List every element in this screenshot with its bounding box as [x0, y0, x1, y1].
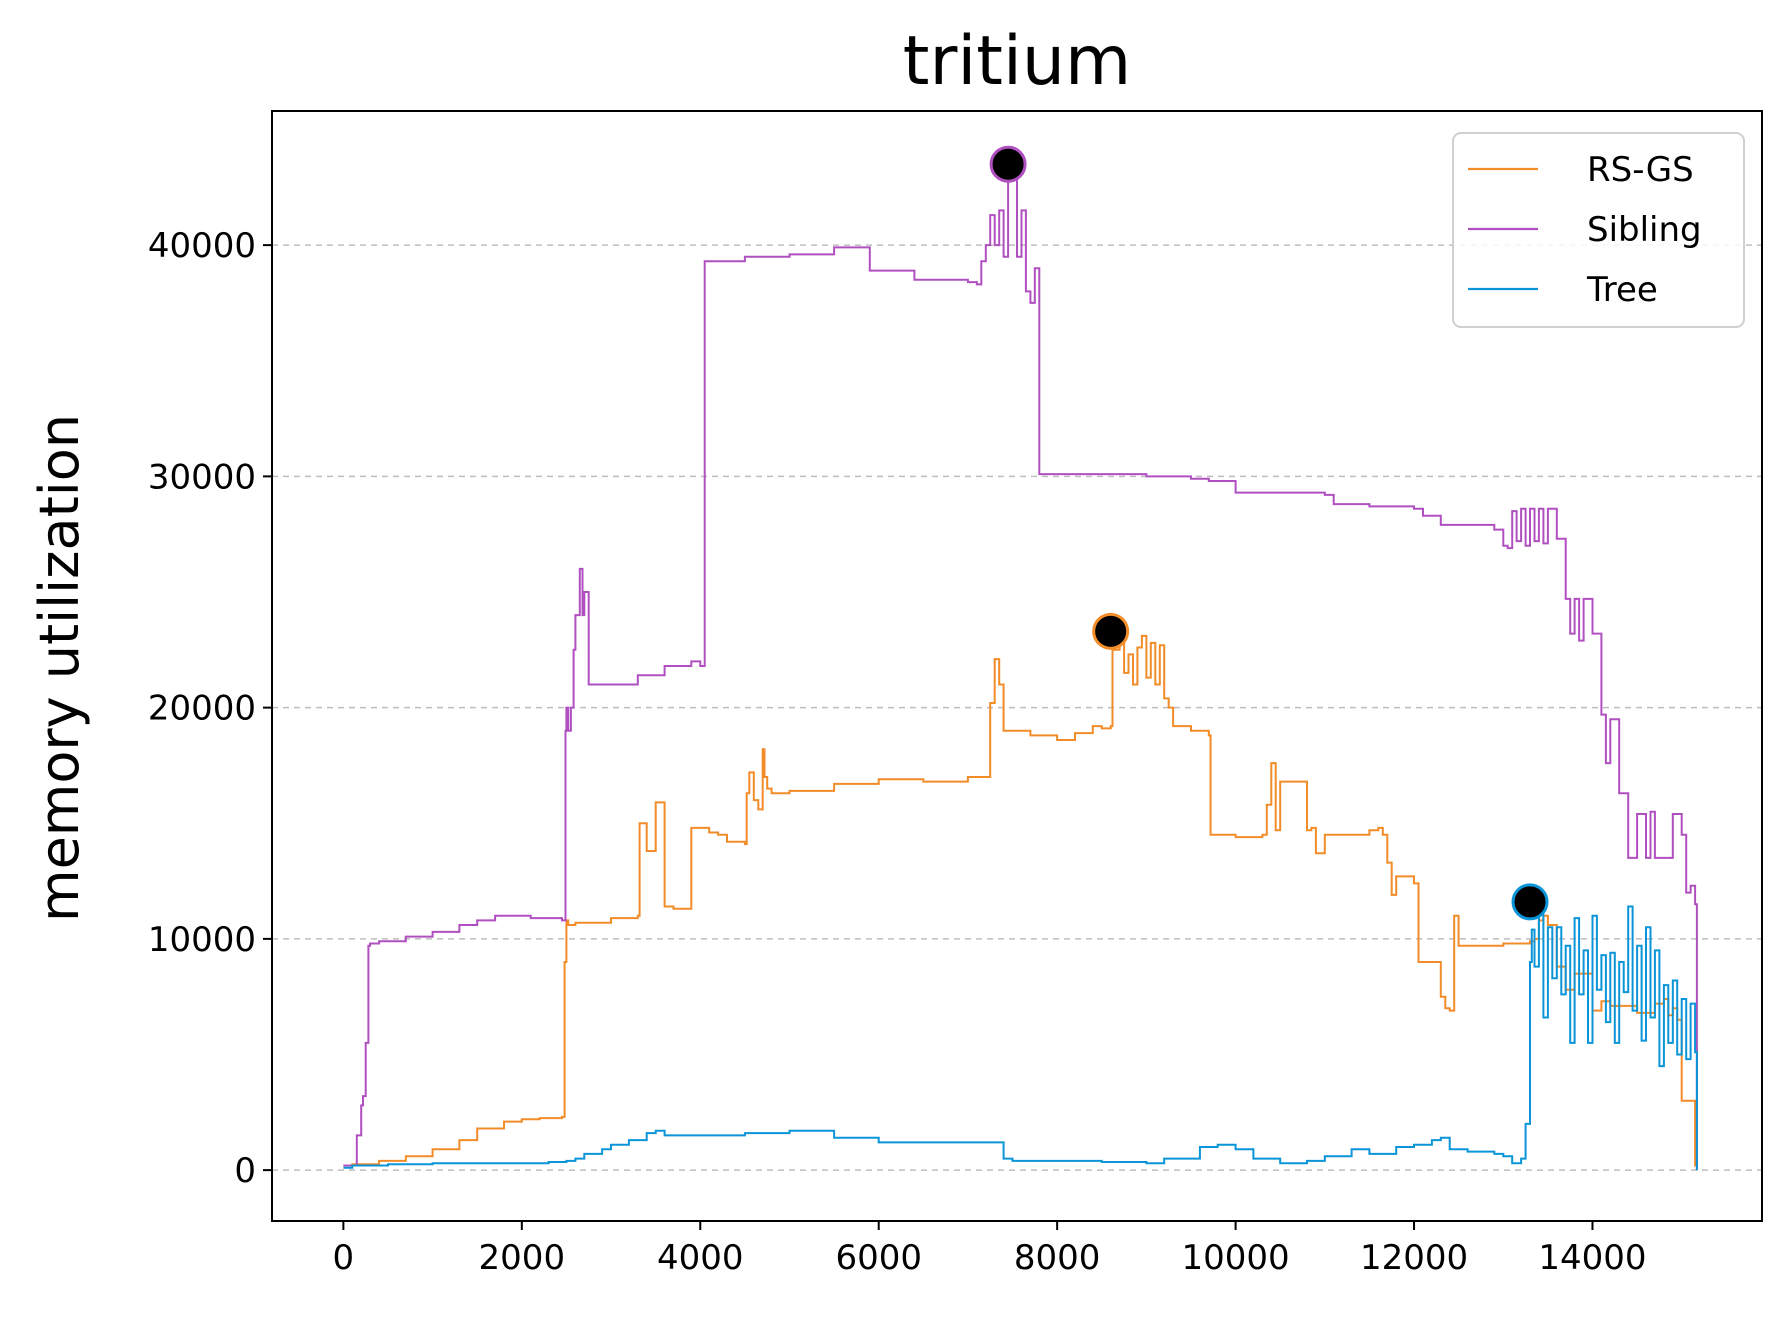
- x-tick-label: 0: [333, 1238, 355, 1278]
- peak-marker-sibling: [989, 145, 1027, 183]
- series-lines: [343, 163, 1698, 1171]
- y-tick-label: 30000: [148, 457, 256, 497]
- x-tick-label: 4000: [657, 1238, 744, 1278]
- y-tick-label: 20000: [148, 689, 256, 729]
- axis-ticks: 0 10000 20000 30000 40000 0 2000 4000 6000 8000 10…: [148, 226, 1647, 1278]
- y-tick-label: 0: [234, 1151, 256, 1191]
- x-tick-label: 10000: [1182, 1238, 1290, 1278]
- x-tick-label: 2000: [479, 1238, 566, 1278]
- legend-label: Sibling: [1587, 210, 1702, 250]
- legend-box: [1452, 132, 1745, 328]
- series-line-tree: [343, 905, 1698, 1171]
- x-tick-label: 12000: [1360, 1238, 1468, 1278]
- chart-title: tritium: [903, 22, 1131, 101]
- legend: RS-GS Sibling Tree: [1452, 132, 1745, 328]
- legend-label: RS-GS: [1587, 150, 1694, 190]
- series-line-rs-gs: [343, 632, 1698, 1171]
- peak-marker-tree: [1511, 883, 1549, 921]
- series-line-sibling: [343, 163, 1698, 1171]
- x-tick-label: 6000: [835, 1238, 922, 1278]
- x-tick-label: 8000: [1014, 1238, 1101, 1278]
- legend-label: Tree: [1586, 270, 1658, 310]
- plot-frame: [271, 110, 1763, 1222]
- grid-lines: [272, 244, 1762, 1171]
- y-tick-label: 10000: [148, 920, 256, 960]
- x-tick-label: 14000: [1538, 1238, 1646, 1278]
- y-tick-label: 40000: [148, 226, 256, 266]
- peak-markers: [989, 145, 1549, 921]
- y-axis-label: memory utilization: [28, 414, 91, 922]
- peak-marker-rs-gs: [1092, 612, 1130, 650]
